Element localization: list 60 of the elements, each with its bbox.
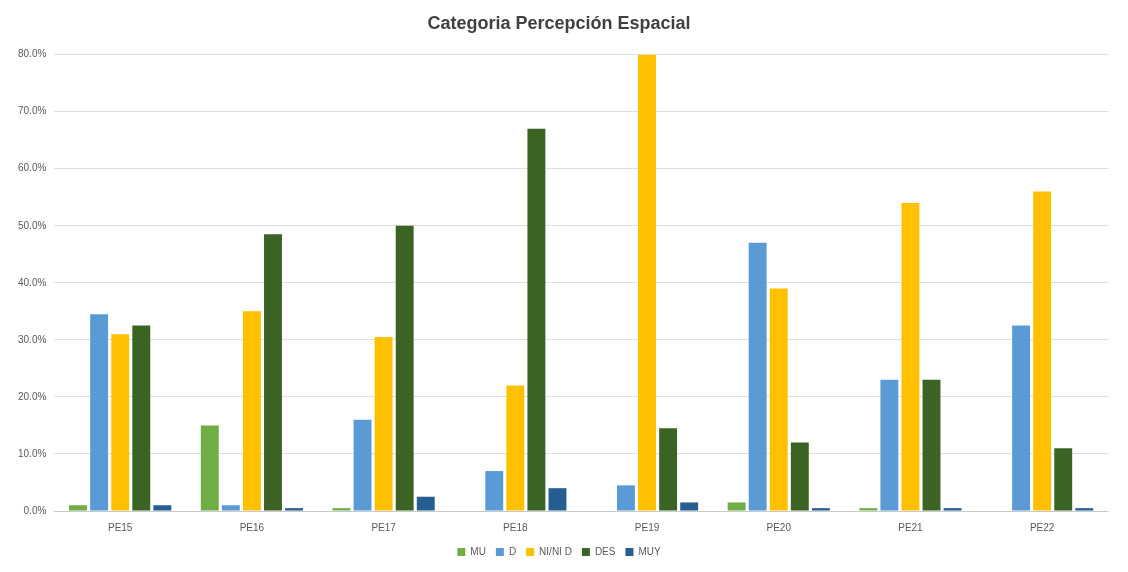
chart-title: Categoria Percepción Espacial (427, 12, 691, 33)
x-tick-label: PE18 (503, 521, 528, 533)
legend-label: MU (470, 545, 486, 557)
x-tick-label: PE17 (371, 521, 397, 533)
bar (527, 128, 546, 511)
bar (485, 471, 504, 511)
bar (395, 225, 414, 511)
bar (242, 311, 261, 511)
bar (90, 314, 109, 511)
bar (617, 485, 635, 511)
bar (548, 488, 567, 511)
bar (332, 508, 351, 511)
bar (69, 505, 88, 511)
legend-label: D (508, 545, 517, 557)
x-tick-label: PE15 (107, 521, 133, 533)
bar (727, 502, 746, 511)
y-tick-label: 60.0% (18, 162, 47, 174)
y-tick-label: 70.0% (18, 105, 47, 117)
bar (922, 379, 941, 511)
y-tick-label: 40.0% (18, 276, 47, 288)
bar (790, 442, 809, 511)
bar (1054, 448, 1073, 511)
bar (859, 508, 878, 511)
bar (506, 385, 525, 511)
x-tick-label: PE20 (766, 521, 792, 533)
legend-label: DES (594, 545, 616, 557)
bar (111, 334, 130, 511)
bar (638, 54, 656, 511)
bar (943, 508, 962, 511)
bar (748, 242, 767, 511)
bar (901, 202, 920, 511)
x-tick-label: PE19 (634, 521, 660, 533)
bar (264, 234, 282, 511)
bar (374, 337, 393, 511)
bar (200, 425, 219, 511)
legend-label: MUY (638, 545, 661, 557)
y-tick-label: 20.0% (18, 390, 47, 402)
bar (153, 505, 172, 511)
y-tick-label: 10.0% (18, 447, 47, 459)
bar (880, 379, 899, 511)
bar (353, 419, 372, 511)
x-tick-label: PE22 (1029, 521, 1055, 533)
bar (659, 428, 678, 511)
bar (1075, 508, 1094, 511)
bar (680, 502, 699, 511)
bar (285, 508, 304, 511)
bar (416, 496, 435, 511)
bar (1033, 191, 1052, 511)
y-tick-label: 80.0% (18, 48, 47, 60)
bar (221, 505, 240, 511)
legend-label: NI/NI D (539, 545, 572, 557)
y-tick-label: 50.0% (18, 219, 47, 231)
x-tick-label: PE16 (239, 521, 265, 533)
bar (1012, 325, 1031, 511)
bar (769, 288, 788, 511)
bar (811, 508, 830, 511)
y-tick-label: 0.0% (23, 504, 47, 516)
x-tick-label: PE21 (898, 521, 924, 533)
bar (132, 325, 151, 511)
y-tick-label: 30.0% (18, 333, 47, 345)
